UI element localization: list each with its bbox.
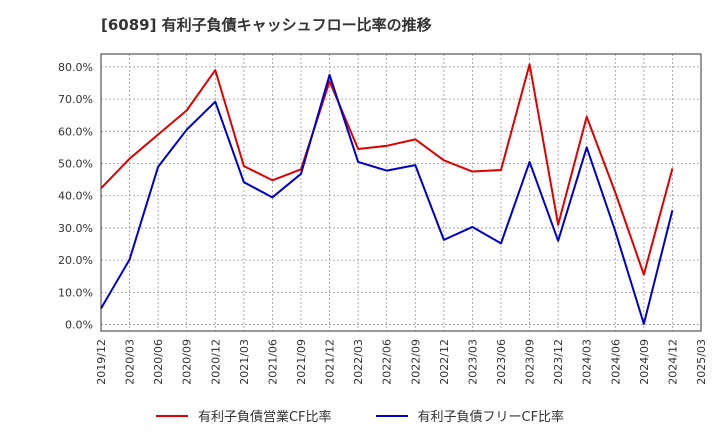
x-tick-label-19: 2024/09 [638,339,651,385]
x-tick-label-1: 2020/03 [124,339,137,385]
x-tick-label-12: 2022/12 [438,339,451,385]
y-tick-label-3: 30.0% [58,222,93,235]
x-tick-label-16: 2023/12 [552,339,565,385]
series-line-1 [100,73,674,325]
legend-item-operating-cf: 有利子負債営業CF比率 [155,406,332,425]
x-tick-label-21: 2025/03 [695,339,708,385]
x-tick-label-7: 2021/09 [295,339,308,385]
x-tick-label-11: 2022/09 [409,339,422,385]
x-tick-label-3: 2020/09 [181,339,194,385]
y-tick-label-6: 60.0% [58,125,93,138]
x-tick-label-4: 2020/12 [209,339,222,385]
y-tick-label-2: 20.0% [58,254,93,267]
x-tick-label-10: 2022/06 [381,339,394,385]
legend-label-operating-cf: 有利子負債営業CF比率 [197,410,332,425]
y-tick-label-0: 0.0% [65,319,93,332]
x-tick-label-5: 2021/03 [238,339,251,385]
legend: 有利子負債営業CF比率 有利子負債フリーCF比率 [0,406,720,425]
x-tick-label-20: 2024/12 [666,339,679,385]
series-line-0 [100,63,674,276]
x-tick-label-14: 2023/06 [495,339,508,385]
plot-frame [100,53,702,332]
x-tick-label-17: 2024/03 [581,339,594,385]
legend-swatch-free-cf [375,414,408,417]
x-tick-label-2: 2020/06 [152,339,165,385]
x-tick-label-13: 2023/03 [466,339,479,385]
x-tick-label-6: 2021/06 [266,339,279,385]
x-tick-label-0: 2019/12 [95,339,108,385]
y-tick-label-5: 50.0% [58,158,93,171]
chart-title: [6089] 有利子負債キャッシュフロー比率の推移 [101,16,432,34]
x-tick-label-8: 2021/12 [324,339,337,385]
legend-swatch-operating-cf [155,414,188,417]
y-tick-label-4: 40.0% [58,190,93,203]
y-tick-label-1: 10.0% [58,286,93,299]
y-tick-label-7: 70.0% [58,93,93,106]
legend-item-free-cf: 有利子負債フリーCF比率 [375,406,565,425]
legend-label-free-cf: 有利子負債フリーCF比率 [417,410,565,425]
x-tick-label-15: 2023/09 [524,339,537,385]
y-tick-label-8: 80.0% [58,61,93,74]
x-tick-label-18: 2024/06 [609,339,622,385]
x-tick-label-9: 2022/03 [352,339,365,385]
plot-area [101,54,701,331]
